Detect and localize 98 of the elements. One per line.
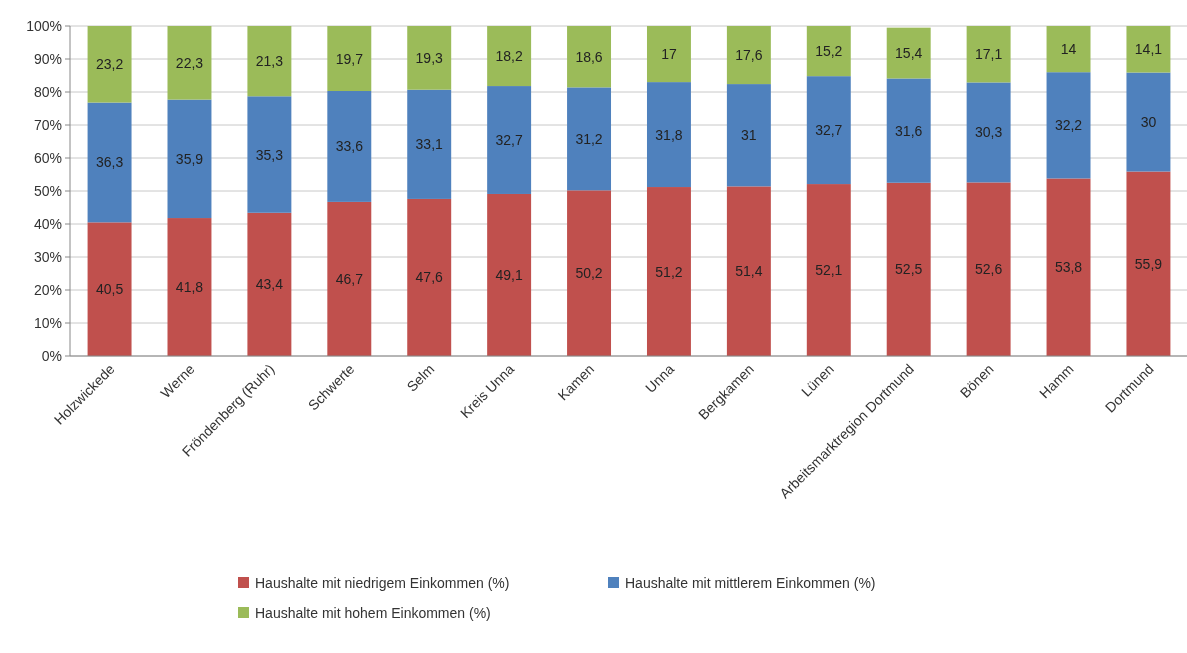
- bar: [327, 91, 372, 202]
- data-label: 18,2: [495, 48, 523, 65]
- bar: [1126, 171, 1171, 356]
- data-label: 14,1: [1134, 41, 1163, 58]
- bar: [1046, 72, 1091, 179]
- y-tick-label: 0%: [41, 348, 62, 364]
- bar: [886, 182, 931, 356]
- bar: [487, 193, 532, 356]
- bar: [567, 87, 612, 191]
- bar: [327, 26, 372, 92]
- y-tick-label: 10%: [33, 315, 62, 331]
- y-tick-label: 30%: [33, 249, 62, 265]
- bar: [407, 26, 452, 90]
- data-label: 35,9: [175, 150, 204, 167]
- bar: [966, 82, 1011, 183]
- data-label: 32,7: [495, 132, 523, 149]
- bar: [327, 201, 372, 356]
- data-label: 18,6: [575, 48, 603, 65]
- data-label: 53,8: [1054, 259, 1083, 276]
- bar: [806, 26, 851, 77]
- data-label: 40,5: [95, 281, 124, 298]
- bar: [87, 26, 132, 103]
- data-label: 22,3: [175, 54, 204, 71]
- y-tick-label: 90%: [33, 51, 62, 67]
- bar: [247, 96, 292, 213]
- bar: [806, 184, 851, 356]
- bar: [1046, 26, 1091, 73]
- data-label: 47,6: [415, 269, 444, 286]
- y-tick-label: 40%: [33, 216, 62, 232]
- y-tick-label: 60%: [33, 150, 62, 166]
- legend-label: Haushalte mit mittlerem Einkommen (%): [625, 575, 876, 591]
- data-label: 19,7: [335, 50, 364, 67]
- bar: [726, 186, 771, 356]
- data-label: 19,3: [415, 49, 444, 66]
- bar: [966, 182, 1011, 356]
- data-label: 52,6: [974, 261, 1003, 278]
- data-label: 46,7: [335, 270, 364, 287]
- bar: [407, 89, 452, 199]
- data-label: 30,3: [974, 124, 1003, 141]
- data-label: 33,1: [415, 136, 444, 153]
- data-label: 30: [1140, 114, 1157, 131]
- bar: [1046, 178, 1091, 356]
- legend-label: Haushalte mit hohem Einkommen (%): [255, 605, 491, 621]
- bar: [886, 27, 931, 79]
- data-label: 17,6: [735, 47, 763, 64]
- data-label: 15,4: [895, 45, 923, 62]
- bar: [247, 26, 292, 97]
- y-tick-label: 80%: [33, 84, 62, 100]
- bar: [1126, 26, 1171, 73]
- bar: [806, 76, 851, 185]
- bar: [167, 218, 212, 356]
- bar: [247, 212, 292, 356]
- bar: [487, 26, 532, 87]
- data-label: 36,3: [95, 154, 124, 171]
- bar: [646, 82, 691, 188]
- data-label: 31: [741, 127, 757, 144]
- data-label: 41,8: [175, 279, 204, 296]
- bar: [167, 99, 212, 219]
- bar: [167, 26, 212, 100]
- data-label: 33,6: [335, 138, 364, 155]
- y-tick-label: 20%: [33, 282, 62, 298]
- data-label: 35,3: [255, 146, 284, 163]
- bar: [87, 102, 132, 223]
- data-label: 21,3: [255, 53, 284, 70]
- data-label: 55,9: [1134, 255, 1163, 272]
- bar: [1126, 72, 1171, 172]
- data-label: 31,6: [895, 122, 923, 139]
- bar: [407, 198, 452, 356]
- data-label: 31,8: [655, 126, 683, 143]
- data-label: 32,7: [815, 122, 843, 139]
- y-tick-label: 50%: [33, 183, 62, 199]
- data-label: 49,1: [495, 266, 523, 283]
- data-label: 17: [661, 46, 677, 63]
- data-label: 23,2: [95, 56, 124, 73]
- data-label: 15,2: [815, 43, 843, 60]
- bar: [487, 86, 532, 194]
- data-label: 51,2: [655, 263, 683, 280]
- data-label: 51,4: [735, 263, 763, 280]
- data-label: 14: [1060, 41, 1077, 58]
- data-label: 43,4: [255, 276, 284, 293]
- bar: [646, 187, 691, 356]
- bar: [726, 84, 771, 187]
- bar: [646, 26, 691, 83]
- data-label: 50,2: [575, 265, 603, 282]
- bar: [726, 26, 771, 85]
- y-tick-label: 70%: [33, 117, 62, 133]
- y-tick-label: 100%: [26, 18, 62, 34]
- bar: [567, 190, 612, 356]
- bar: [567, 26, 612, 88]
- data-label: 31,2: [575, 130, 603, 147]
- legend-label: Haushalte mit niedrigem Einkommen (%): [255, 575, 510, 591]
- bar: [966, 26, 1011, 83]
- data-label: 52,5: [895, 261, 923, 278]
- data-label: 32,2: [1054, 117, 1083, 134]
- bar: [87, 222, 132, 356]
- data-label: 52,1: [815, 262, 843, 279]
- bar: [886, 78, 931, 183]
- data-label: 17,1: [974, 46, 1003, 63]
